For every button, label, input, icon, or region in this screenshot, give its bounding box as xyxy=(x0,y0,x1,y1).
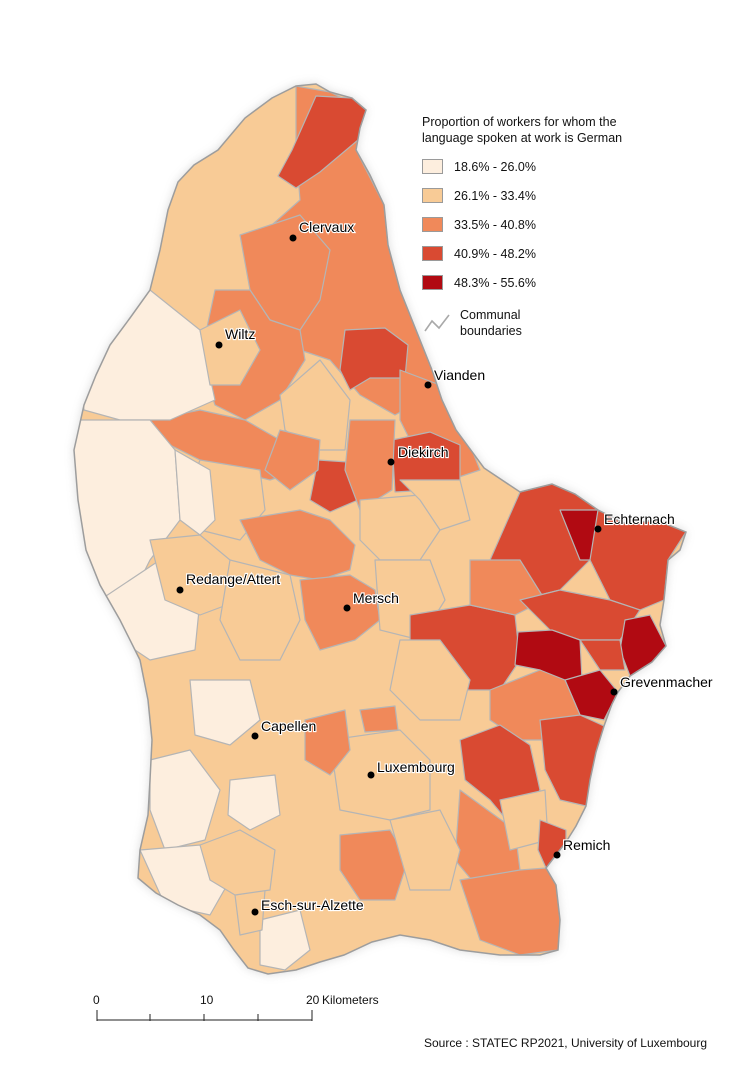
city-label-luxembourg: Luxembourg xyxy=(377,759,455,775)
city-vianden: Vianden xyxy=(424,366,486,389)
city-label-capellen: Capellen xyxy=(261,718,316,734)
legend-row: 33.5% - 40.8% xyxy=(422,210,722,239)
city-label-vianden: Vianden xyxy=(434,367,485,383)
legend-boundary-label: Communal boundaries xyxy=(460,308,522,338)
commune-wiltz xyxy=(199,309,261,386)
commune-center-mid xyxy=(389,639,471,721)
commune-center-north xyxy=(279,359,351,451)
city-label-clervaux: Clervaux xyxy=(299,219,354,235)
city-label-diekirch: Diekirch xyxy=(398,444,449,460)
commune-sw-1 xyxy=(149,749,221,851)
city-label-wiltz: Wiltz xyxy=(225,326,255,342)
city-clervaux: Clervaux xyxy=(289,218,355,242)
commune-sw-4 xyxy=(199,829,276,896)
city-label-echternach: Echternach xyxy=(604,511,675,527)
legend-label: 18.6% - 26.0% xyxy=(454,159,536,174)
city-redange: Redange/Attert xyxy=(176,570,281,594)
commune-center-3 xyxy=(399,479,471,531)
city-label-esch: Esch-sur-Alzette xyxy=(261,897,364,913)
legend-boundary-row: Communal boundaries xyxy=(422,307,722,339)
commune-east-red-5 xyxy=(579,639,626,671)
commune-mersch xyxy=(299,574,381,651)
legend-label: 33.5% - 40.8% xyxy=(454,217,536,232)
city-label-redange: Redange/Attert xyxy=(186,571,280,587)
city-remich: Remich xyxy=(553,836,612,859)
commune-luxembourg-orange-1 xyxy=(304,709,351,776)
city-layer: Clervaux Wiltz Vianden Diekirch Echterna… xyxy=(176,218,714,916)
commune-center-west xyxy=(219,559,301,661)
commune-west-diekirch xyxy=(264,429,321,491)
city-mersch: Mersch xyxy=(343,589,400,612)
commune-mersch-north xyxy=(239,509,356,581)
map-legend: Proportion of workers for whom the langu… xyxy=(422,114,722,339)
source-credit: Source : STATEC RP2021, University of Lu… xyxy=(424,1036,708,1050)
legend-label: 48.3% - 55.6% xyxy=(454,275,536,290)
city-wiltz: Wiltz xyxy=(215,325,256,349)
commune-esch xyxy=(259,909,311,971)
legend-label: 26.1% - 33.4% xyxy=(454,188,536,203)
city-esch: Esch-sur-Alzette xyxy=(251,896,365,916)
city-luxembourg: Luxembourg xyxy=(367,758,456,779)
scale-tick-0: 0 xyxy=(93,993,100,1007)
city-label-grevenmacher: Grevenmacher xyxy=(620,674,713,690)
commune-vianden-red xyxy=(339,327,409,391)
city-diekirch: Diekirch xyxy=(387,443,450,466)
legend-row: 40.9% - 48.2% xyxy=(422,239,722,268)
commune-luxembourg xyxy=(329,729,431,821)
commune-capellen xyxy=(189,679,261,746)
scale-tick-10: 10 xyxy=(200,993,214,1007)
commune-south-center xyxy=(389,809,461,891)
city-echternach: Echternach xyxy=(594,510,676,533)
legend-swatch xyxy=(422,159,443,174)
legend-swatch xyxy=(422,275,443,290)
legend-row: 18.6% - 26.0% xyxy=(422,152,722,181)
legend-swatch xyxy=(422,188,443,203)
commune-luxembourg-orange-3 xyxy=(339,829,409,901)
commune-sw-3 xyxy=(227,774,281,831)
boundary-line-icon xyxy=(424,314,450,332)
country-outline xyxy=(73,83,687,975)
city-label-remich: Remich xyxy=(563,837,610,853)
city-label-mersch: Mersch xyxy=(353,590,399,606)
scale-unit: Kilometers xyxy=(322,993,379,1007)
legend-swatch xyxy=(422,246,443,261)
scale-bar: 0 10 20 Kilometers xyxy=(93,993,379,1021)
commune-redange-light xyxy=(174,449,216,536)
commune-luxembourg-orange-2 xyxy=(359,705,399,733)
legend-swatch xyxy=(422,217,443,232)
legend-label: 40.9% - 48.2% xyxy=(454,246,536,261)
city-grevenmacher: Grevenmacher xyxy=(610,673,714,696)
legend-title: Proportion of workers for whom the langu… xyxy=(422,115,623,145)
legend-row: 48.3% - 55.6% xyxy=(422,268,722,297)
scale-tick-20: 20 xyxy=(306,993,320,1007)
legend-row: 26.1% - 33.4% xyxy=(422,181,722,210)
city-capellen: Capellen xyxy=(251,717,317,740)
